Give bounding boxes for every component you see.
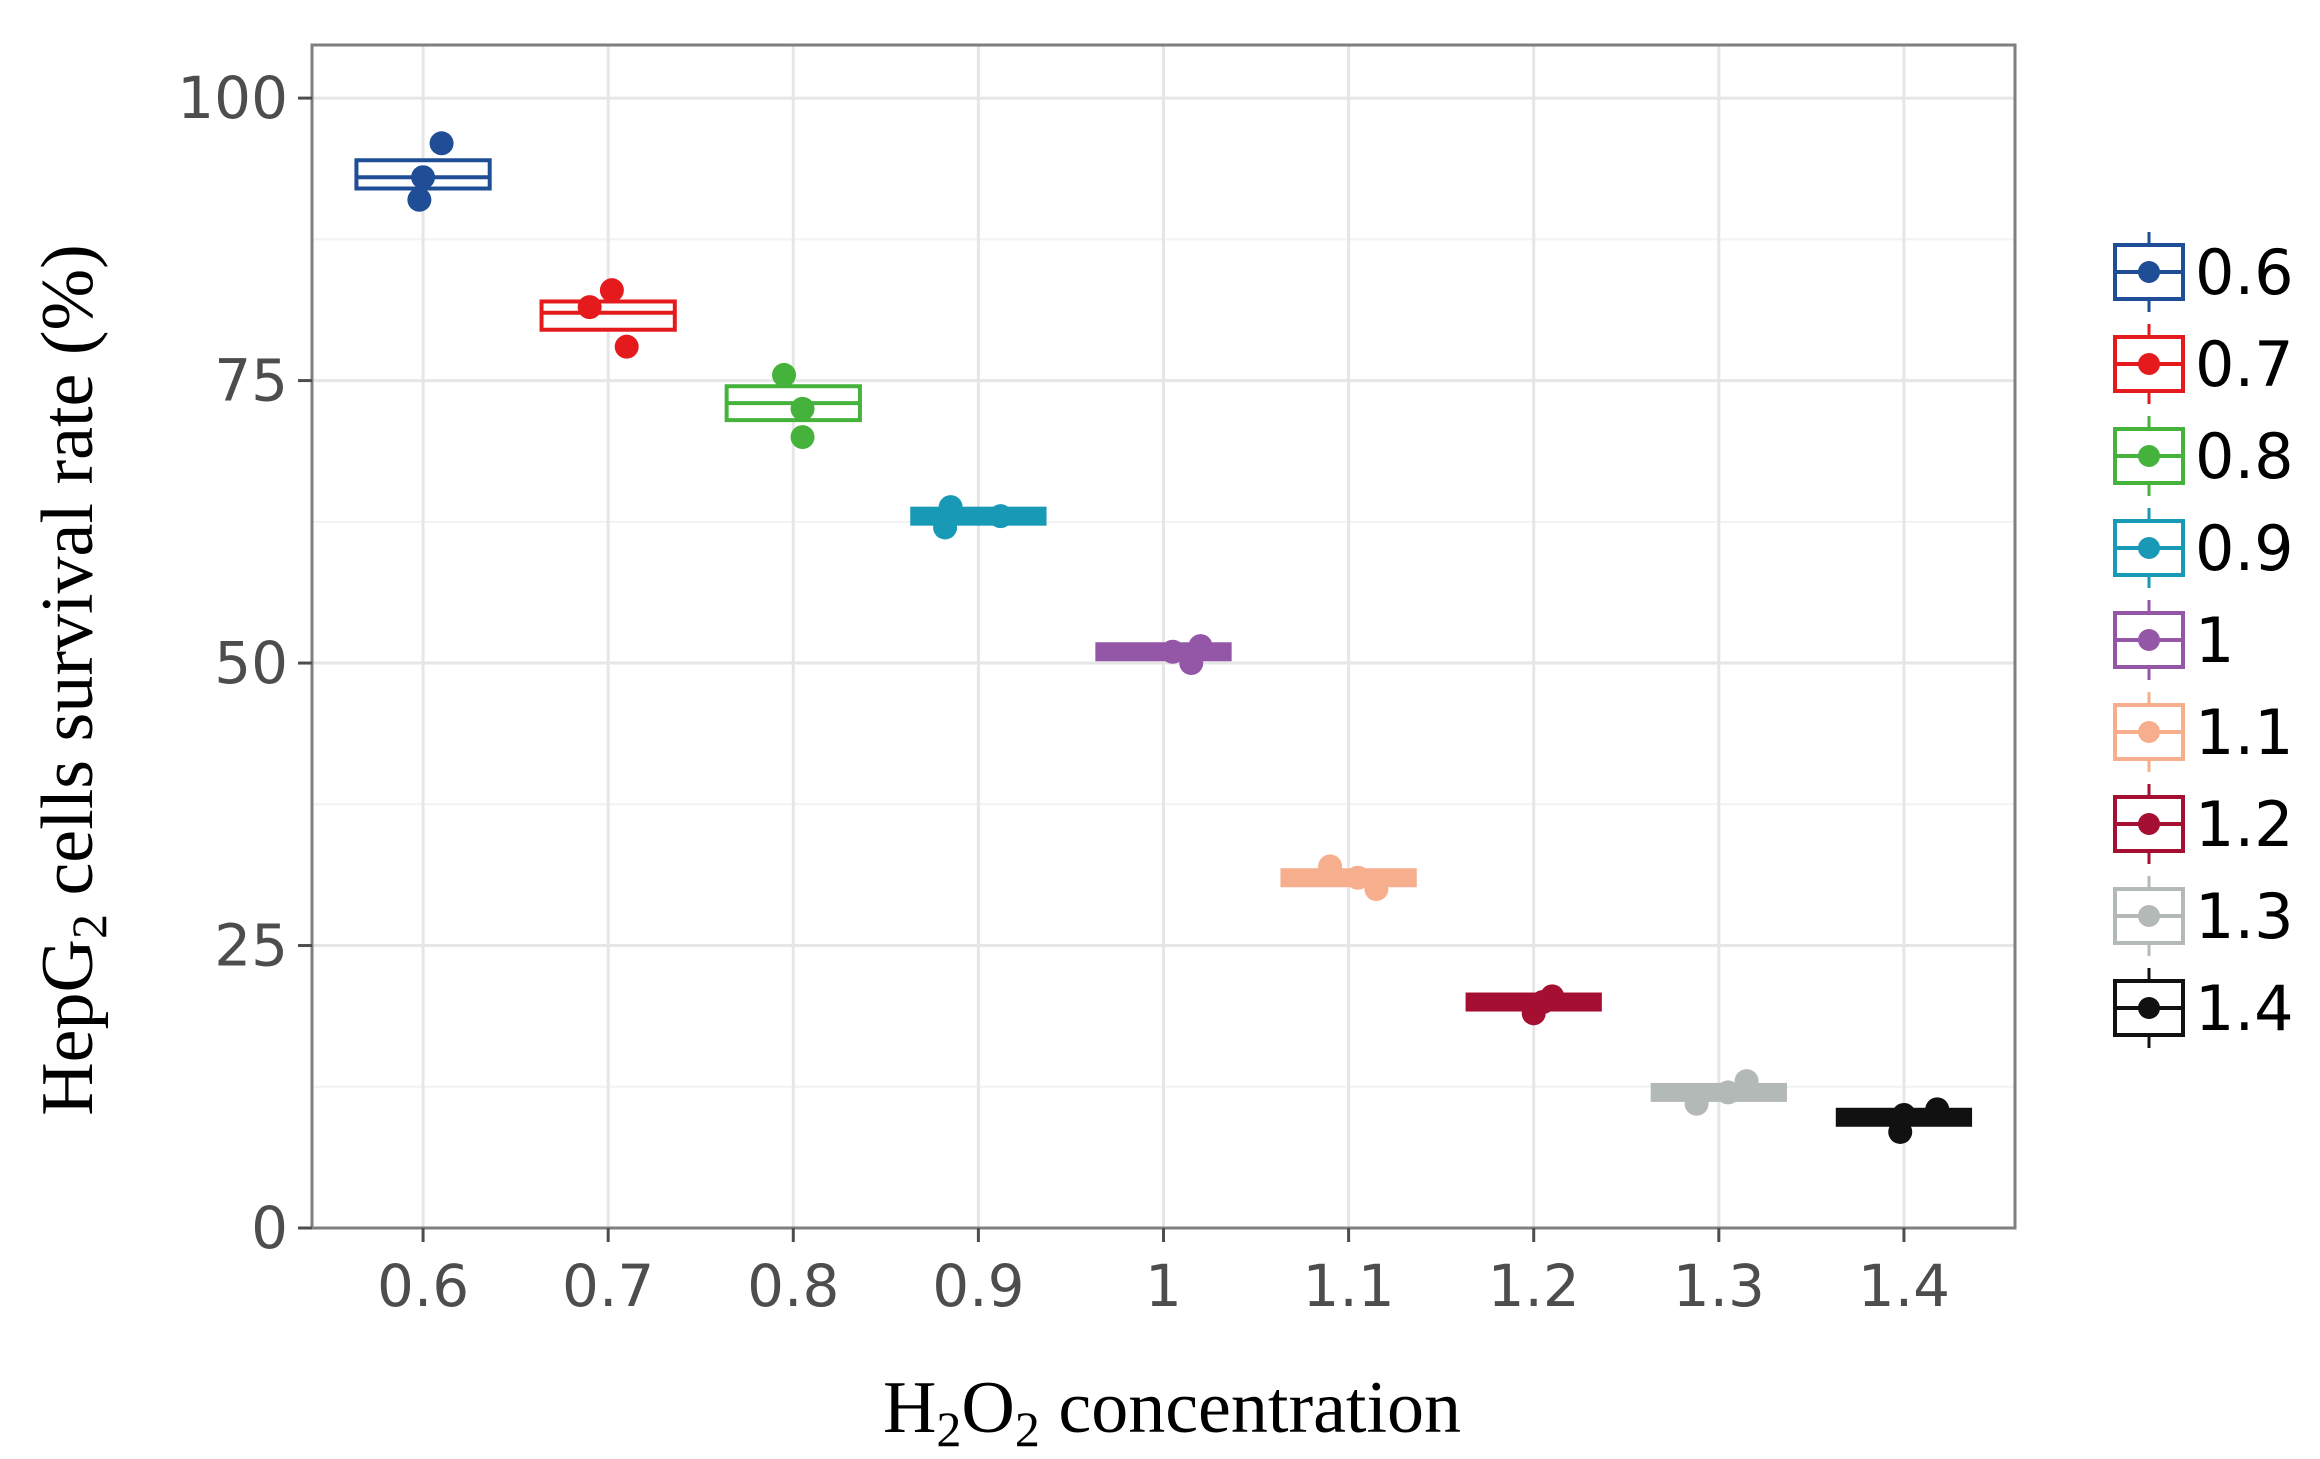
box-group-1.1 (1280, 854, 1417, 902)
box-group-0.6 (354, 131, 492, 212)
legend-key-point (2138, 353, 2160, 375)
x-axis-title: H2O2 concentration (883, 1367, 1461, 1457)
x-tick-label: 1.4 (1858, 1252, 1950, 1320)
box-group-1.3 (1650, 1069, 1787, 1116)
data-point (933, 515, 958, 540)
legend-key-point (2138, 721, 2160, 743)
data-point (772, 362, 797, 387)
legend-key-point (2138, 813, 2160, 835)
legend-item-1.4: 1.4 (2113, 968, 2294, 1048)
data-point (1318, 854, 1343, 879)
box-group-0.9 (910, 495, 1047, 540)
data-point (1891, 1103, 1916, 1128)
y-tick-label: 100 (177, 64, 288, 132)
data-point (577, 295, 602, 320)
legend-label: 1.4 (2195, 972, 2294, 1045)
y-tick-label: 75 (214, 347, 288, 415)
x-tick-label: 1.1 (1302, 1252, 1394, 1320)
x-tick-label: 0.8 (747, 1252, 839, 1320)
legend-item-1.3: 1.3 (2113, 876, 2294, 956)
data-point (599, 278, 624, 303)
x-tick-label: 0.6 (377, 1252, 469, 1320)
y-tick-label: 25 (214, 912, 288, 980)
x-tick-label: 1 (1145, 1252, 1182, 1320)
legend-label: 0.8 (2195, 420, 2294, 493)
data-point (1179, 651, 1204, 676)
data-point (1345, 865, 1370, 890)
y-tick-label: 50 (214, 629, 288, 697)
data-point (1160, 639, 1185, 664)
x-tick-label: 1.2 (1488, 1252, 1580, 1320)
data-point (1364, 877, 1389, 902)
legend-label: 0.9 (2195, 512, 2294, 585)
box-group-1.4 (1835, 1097, 1973, 1144)
legend: 0.6 0.7 0.8 0.9 1 1.1 1.2 1.3 1.4 (2113, 232, 2294, 1048)
data-point (938, 495, 963, 520)
x-tick-label: 0.9 (932, 1252, 1024, 1320)
data-point (411, 165, 436, 190)
box-group-0.8 (724, 362, 862, 450)
legend-label: 1.1 (2195, 696, 2294, 769)
data-point (790, 396, 815, 421)
data-point (614, 334, 639, 359)
legend-key-point (2138, 997, 2160, 1019)
axes: 0 25 50 75 100 0.6 0.7 0.8 0.9 1 1.1 1.2 1.3 1.4 (177, 64, 1950, 1320)
legend-item-0.8: 0.8 (2113, 416, 2294, 496)
legend-item-0.7: 0.7 (2113, 324, 2294, 404)
box-body (539, 299, 677, 332)
legend-key-point (2138, 445, 2160, 467)
legend-item-1: 1 (2113, 600, 2234, 680)
legend-key-point (2138, 537, 2160, 559)
data-point (1925, 1097, 1950, 1122)
data-point (1734, 1069, 1759, 1094)
legend-key-point (2138, 629, 2160, 651)
legend-item-1.1: 1.1 (2113, 692, 2294, 772)
y-axis-title: HepG2 cells survival rate (%) (27, 244, 117, 1116)
data-point (1540, 984, 1565, 1009)
data-point (407, 187, 432, 212)
data-point (1716, 1080, 1741, 1105)
data-point (988, 504, 1013, 529)
legend-label: 1.3 (2195, 880, 2294, 953)
legend-label: 1.2 (2195, 788, 2294, 861)
box-series (354, 131, 1973, 1144)
legend-label: 0.6 (2195, 236, 2294, 309)
data-point (1684, 1091, 1709, 1116)
legend-label: 1 (2195, 604, 2234, 677)
legend-key-point (2138, 905, 2160, 927)
legend-label: 0.7 (2195, 328, 2294, 401)
x-tick-label: 1.3 (1673, 1252, 1765, 1320)
data-point (429, 131, 454, 156)
x-tick-label: 0.7 (562, 1252, 654, 1320)
legend-key-point (2138, 261, 2160, 283)
legend-item-0.9: 0.9 (2113, 508, 2294, 588)
data-point (790, 425, 815, 450)
legend-item-0.6: 0.6 (2113, 232, 2294, 312)
box-body (910, 506, 1047, 526)
box-group-1 (1095, 634, 1232, 676)
y-tick-label: 0 (251, 1194, 288, 1262)
legend-item-1.2: 1.2 (2113, 784, 2294, 864)
box-group-1.2 (1465, 984, 1602, 1026)
box-group-0.7 (539, 278, 677, 359)
grid-lines (312, 45, 2015, 1230)
